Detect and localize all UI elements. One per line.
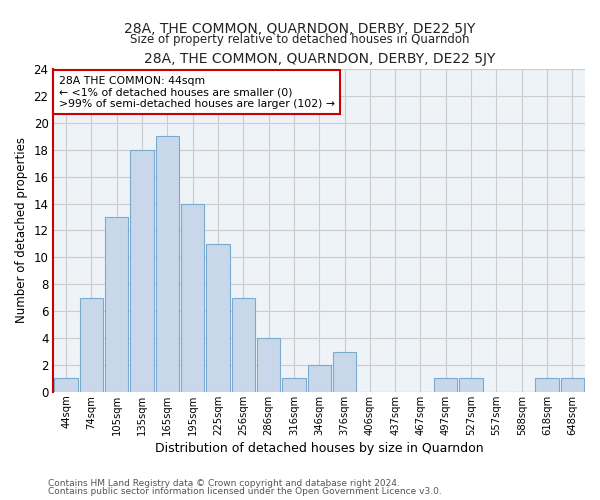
Bar	[257, 338, 280, 392]
Bar	[333, 352, 356, 392]
Title: 28A, THE COMMON, QUARNDON, DERBY, DE22 5JY: 28A, THE COMMON, QUARNDON, DERBY, DE22 5…	[143, 52, 495, 66]
Text: Contains public sector information licensed under the Open Government Licence v3: Contains public sector information licen…	[48, 487, 442, 496]
Bar	[308, 365, 331, 392]
Bar	[460, 378, 483, 392]
Bar	[434, 378, 457, 392]
Bar	[181, 204, 204, 392]
Bar	[232, 298, 255, 392]
Bar	[560, 378, 584, 392]
Bar	[130, 150, 154, 392]
Text: 28A THE COMMON: 44sqm
← <1% of detached houses are smaller (0)
>99% of semi-deta: 28A THE COMMON: 44sqm ← <1% of detached …	[59, 76, 335, 108]
Bar	[535, 378, 559, 392]
Bar	[105, 217, 128, 392]
Bar	[155, 136, 179, 392]
Bar	[206, 244, 230, 392]
Text: Contains HM Land Registry data © Crown copyright and database right 2024.: Contains HM Land Registry data © Crown c…	[48, 478, 400, 488]
Bar	[80, 298, 103, 392]
Bar	[55, 378, 78, 392]
Y-axis label: Number of detached properties: Number of detached properties	[15, 138, 28, 324]
Bar	[282, 378, 305, 392]
X-axis label: Distribution of detached houses by size in Quarndon: Distribution of detached houses by size …	[155, 442, 484, 455]
Text: Size of property relative to detached houses in Quarndon: Size of property relative to detached ho…	[130, 32, 470, 46]
Text: 28A, THE COMMON, QUARNDON, DERBY, DE22 5JY: 28A, THE COMMON, QUARNDON, DERBY, DE22 5…	[124, 22, 476, 36]
